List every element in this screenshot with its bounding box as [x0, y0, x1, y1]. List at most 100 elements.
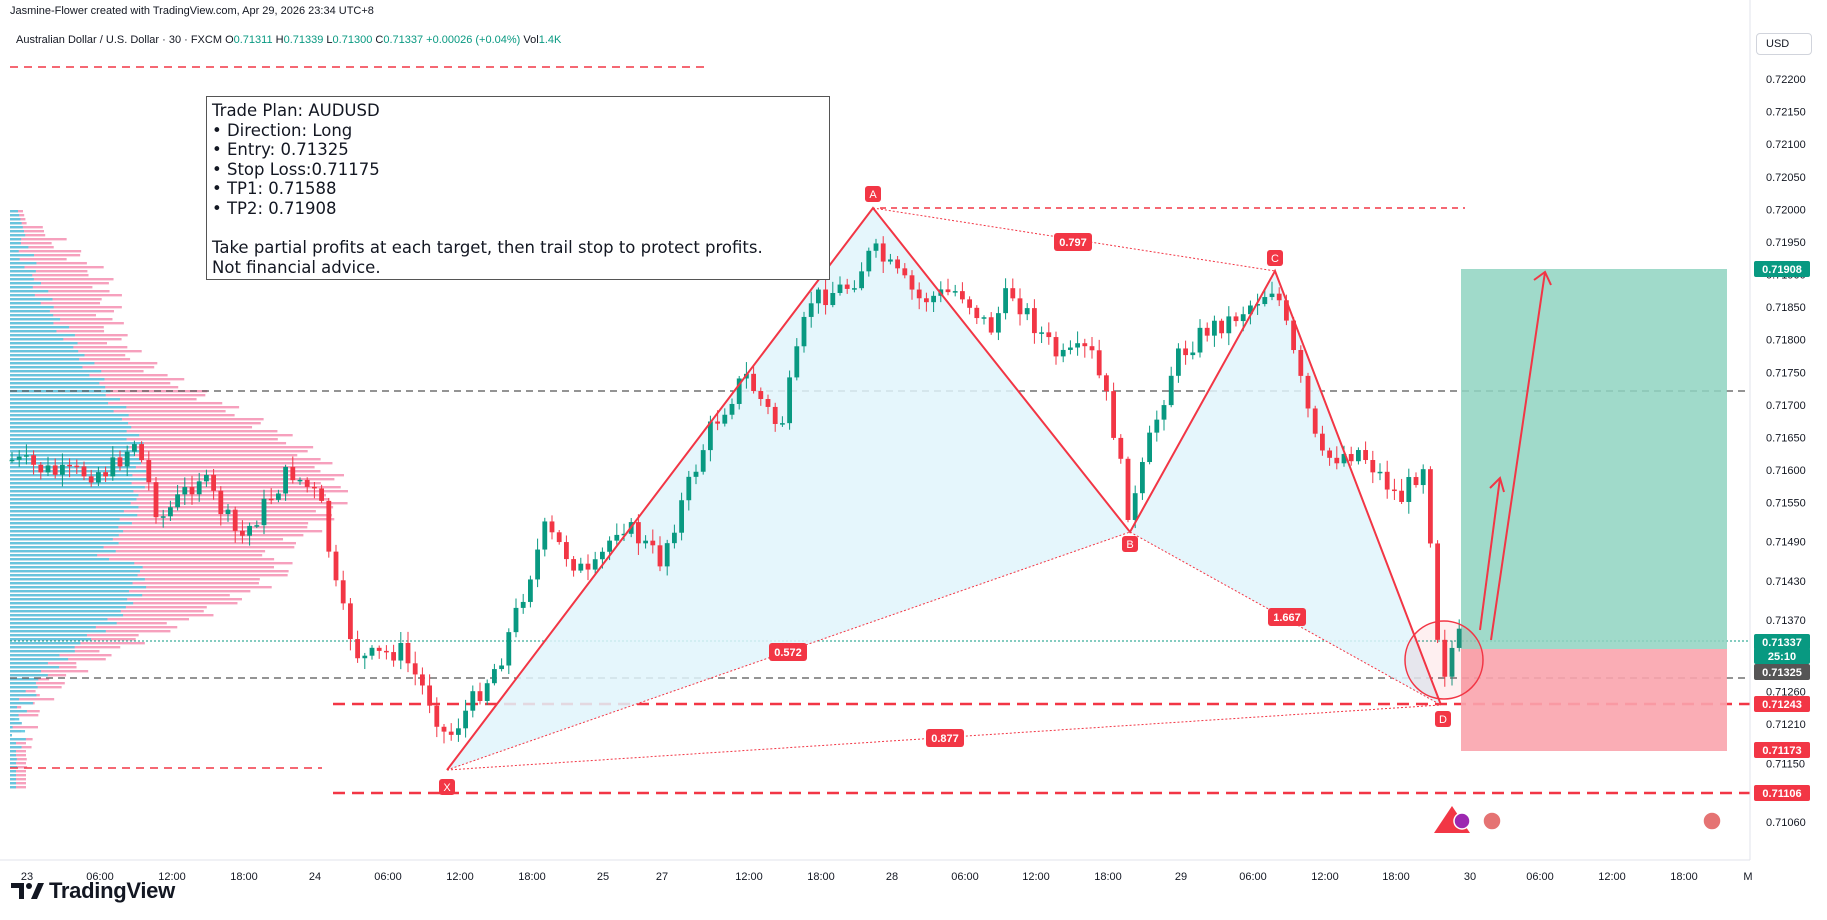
- candle-body: [218, 490, 224, 515]
- candle-body: [1334, 457, 1340, 464]
- candle-body: [880, 243, 886, 262]
- low-value: 0.71300: [332, 34, 373, 46]
- volume-profile-bar: [10, 482, 321, 485]
- candle-body: [535, 549, 540, 580]
- candle-body: [9, 459, 15, 462]
- volume-profile-bar: [10, 234, 26, 237]
- volume-profile-bar: [10, 318, 113, 321]
- candle-body: [952, 291, 958, 293]
- volume-profile-bar: [10, 754, 16, 757]
- candle-body: [434, 705, 440, 727]
- volume-profile-bar: [10, 486, 145, 489]
- candle-body: [902, 268, 908, 276]
- pattern-point-label: C: [1271, 253, 1279, 265]
- volume-profile-bar: [10, 654, 112, 657]
- volume-profile-bar: [10, 774, 16, 777]
- volume-profile-bar: [10, 502, 131, 505]
- trade-plan-line: Not financial advice.: [212, 257, 381, 277]
- volume-profile-bar: [10, 494, 327, 497]
- candle-body: [204, 474, 209, 482]
- candle-body: [124, 451, 130, 467]
- high-value: 0.71339: [283, 34, 324, 46]
- candle-body: [607, 540, 612, 552]
- candle-body: [427, 685, 432, 706]
- candle-body: [96, 472, 101, 483]
- volume-profile-bar: [10, 274, 89, 277]
- price-tick-label: 0.71650: [1766, 432, 1806, 444]
- candle-body: [549, 521, 555, 533]
- candle-body: [268, 498, 274, 501]
- candle-body: [319, 488, 324, 501]
- candle-body: [182, 487, 188, 495]
- trade-plan-note[interactable]: Trade Plan: AUDUSD • Direction: Long • Ent…: [206, 96, 830, 280]
- candle-body: [276, 493, 281, 500]
- time-tick-label: 12:00: [1022, 871, 1050, 883]
- volume-profile-bar: [10, 498, 329, 501]
- volume-profile-bar: [10, 338, 64, 341]
- volume-profile-bar: [10, 498, 137, 501]
- price-axis[interactable]: 0.72200 0.72150 0.72100 0.72050 0.72000 0.719…: [1749, 0, 1806, 860]
- volume-profile-bar: [10, 494, 139, 497]
- event-icons[interactable]: [1434, 806, 1722, 833]
- pattern-point-marker: [439, 779, 455, 795]
- volume-profile-bar: [10, 526, 119, 529]
- candle-body: [1140, 462, 1145, 494]
- volume-profile-bar: [10, 546, 295, 549]
- time-axis[interactable]: 23 06:00 12:00 18:00 24 06:00 12:00 18:00 25 27 12…: [0, 859, 1753, 883]
- price-axis-label-box: [1754, 696, 1810, 712]
- volume-profile-bar: [10, 562, 293, 565]
- candle-body: [441, 726, 447, 732]
- candle-body: [787, 377, 792, 424]
- volume-profile-bar: [10, 462, 142, 465]
- price-tick-label: 0.72050: [1766, 172, 1806, 184]
- volume-profile-bar: [10, 646, 75, 649]
- volume-profile-bar: [10, 394, 206, 397]
- volume-profile-bar: [10, 462, 333, 465]
- volume-profile-bar: [10, 378, 105, 381]
- risk-reward-zones: [1461, 269, 1727, 751]
- volume-profile-bar: [10, 458, 141, 461]
- volume-profile-bar: [10, 478, 335, 481]
- candle-body: [1284, 300, 1289, 321]
- candle-body: [484, 683, 490, 701]
- volume-profile-bar: [10, 406, 127, 409]
- candle-body: [247, 525, 252, 536]
- candle-body: [1363, 450, 1368, 461]
- currency-button[interactable]: USD: [1756, 33, 1812, 55]
- symbol-name[interactable]: Australian Dollar / U.S. Dollar · 30 · F…: [16, 34, 222, 46]
- candle-body: [384, 650, 389, 653]
- volume-profile-bar: [10, 758, 17, 761]
- candle-body: [556, 532, 562, 543]
- candle-body: [448, 731, 454, 735]
- candle-body: [708, 421, 713, 451]
- candlesticks: [9, 236, 1462, 744]
- volume-profile-bar: [10, 726, 38, 729]
- pattern-bcd-fill: [1130, 271, 1441, 705]
- volume-profile-bar: [10, 698, 20, 701]
- symbol-info-line: Australian Dollar / U.S. Dollar · 30 · F…: [16, 34, 561, 46]
- volume-profile-bar: [10, 774, 26, 777]
- candle-body: [1147, 432, 1152, 463]
- volume-profile-bar: [10, 230, 24, 233]
- candle-body: [679, 500, 684, 533]
- candle-body: [1226, 316, 1232, 334]
- volume-profile-bar: [10, 426, 132, 429]
- volume-profile-bar: [10, 678, 39, 681]
- volume-value: 1.4K: [538, 34, 562, 46]
- pattern-point-marker: [1267, 250, 1283, 266]
- candle-body: [1068, 347, 1073, 350]
- candle-body: [1456, 628, 1462, 648]
- volume-profile-bar: [10, 558, 110, 561]
- time-tick-label: 06:00: [951, 871, 979, 883]
- volume-profile-bar: [10, 634, 87, 637]
- tp2-arrow: [1490, 271, 1546, 641]
- ratio-label-box: [1054, 233, 1092, 251]
- trade-plan-line: • TP1: 0.71588: [212, 179, 337, 199]
- volume-profile-bar: [10, 622, 117, 625]
- candle-body: [1442, 639, 1448, 677]
- volume-profile-bar: [10, 578, 145, 581]
- price-tick-label: 0.72200: [1766, 74, 1806, 86]
- candle-body: [333, 551, 339, 581]
- volume-profile-bar: [10, 358, 80, 361]
